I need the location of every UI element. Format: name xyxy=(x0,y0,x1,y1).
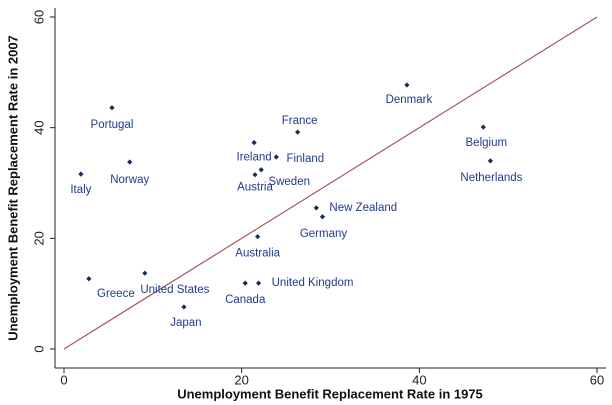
point xyxy=(242,280,248,286)
point-label: Japan xyxy=(170,317,201,329)
point-label: United Kingdom xyxy=(272,277,354,289)
point-label: Sweden xyxy=(268,176,310,188)
point xyxy=(142,270,148,276)
point xyxy=(313,205,319,211)
reference-line xyxy=(63,16,598,350)
x-tick-label: 60 xyxy=(590,372,604,387)
x-tick-label: 0 xyxy=(60,372,67,387)
point xyxy=(127,159,133,165)
point xyxy=(251,140,257,146)
point-label: Finland xyxy=(286,153,324,165)
y-tick-label: 40 xyxy=(31,120,46,134)
point xyxy=(78,171,84,177)
y-tick-label: 0 xyxy=(31,345,46,352)
point-label: Ireland xyxy=(237,152,272,164)
y-tick-label: 20 xyxy=(31,231,46,245)
point-label: United States xyxy=(140,284,209,296)
point-label: Denmark xyxy=(386,94,433,106)
point-label: Portugal xyxy=(91,119,134,131)
point xyxy=(252,172,258,178)
point xyxy=(404,82,410,88)
point xyxy=(319,214,326,220)
x-tick-label: 40 xyxy=(412,372,426,387)
point xyxy=(255,234,261,240)
y-tick-label: 60 xyxy=(31,10,46,24)
point xyxy=(255,280,262,286)
y-axis-title: Unemployment Benefit Replacement Rate in… xyxy=(5,35,20,341)
point xyxy=(295,129,301,135)
x-axis-title: Unemployment Benefit Replacement Rate in… xyxy=(177,386,483,401)
point-label: Australia xyxy=(235,248,280,260)
point xyxy=(258,167,264,173)
x-tick-label: 20 xyxy=(234,372,248,387)
point-label: Germany xyxy=(300,228,348,240)
point-label: Belgium xyxy=(466,137,508,149)
point-label: Greece xyxy=(97,288,135,300)
point-label: France xyxy=(282,115,318,127)
point xyxy=(273,154,279,160)
point-label: Italy xyxy=(70,184,91,196)
point xyxy=(480,124,486,130)
point-label: Netherlands xyxy=(460,172,522,184)
point xyxy=(86,276,92,282)
point xyxy=(109,105,115,111)
point-label: Austria xyxy=(237,182,273,194)
point xyxy=(181,304,187,310)
point-label: Canada xyxy=(225,294,266,306)
point xyxy=(487,158,493,164)
point-label: Norway xyxy=(110,174,149,186)
point-label: New Zealand xyxy=(329,202,397,214)
